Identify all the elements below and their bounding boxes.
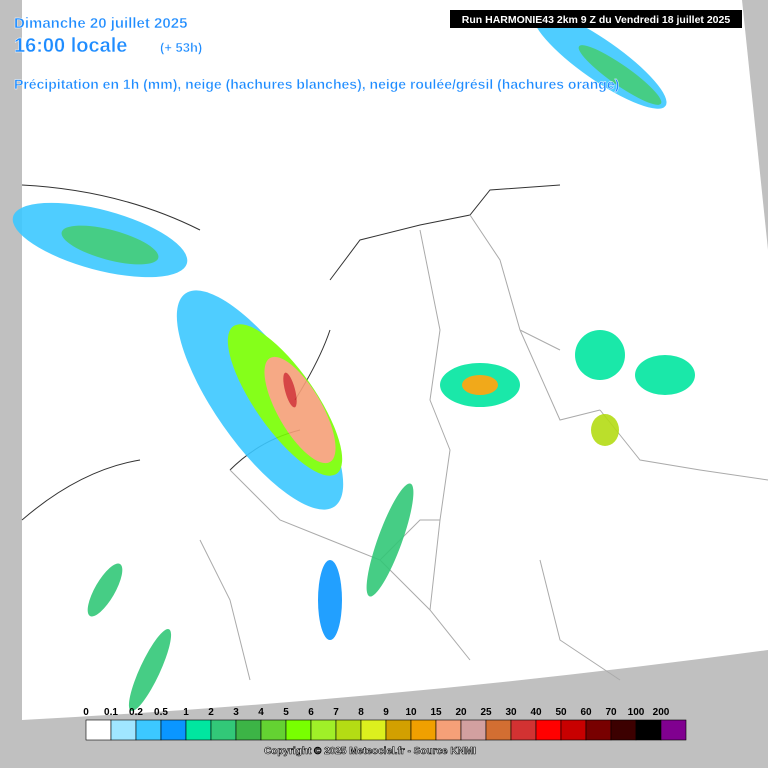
legend-swatch: [285, 719, 312, 741]
legend-swatch: [435, 719, 462, 741]
legend-label: 9: [383, 707, 389, 718]
legend-label: 6: [308, 707, 314, 718]
legend-swatch: [235, 719, 262, 741]
legend-swatch: [210, 719, 237, 741]
date: Dimanche 20 juillet 2025: [14, 15, 187, 32]
precip-area: [283, 372, 297, 408]
legend-label: 20: [455, 707, 467, 718]
legend-label: 0.2: [129, 707, 143, 718]
legend-label: 3: [233, 707, 239, 718]
precip-area: [318, 560, 342, 640]
legend-swatch: [360, 719, 387, 741]
legend-label: 40: [530, 707, 542, 718]
legend-label: 2: [208, 707, 214, 718]
legend-swatch: [485, 719, 512, 741]
legend-swatch: [510, 719, 537, 741]
country-border: [199, 214, 768, 681]
legend-swatch: [260, 719, 287, 741]
legend-label: 30: [505, 707, 517, 718]
legend-swatch: [335, 719, 362, 741]
legend-label: 0: [83, 707, 89, 718]
legend-label: 0.5: [154, 707, 168, 718]
legend-label: 0.1: [104, 707, 118, 718]
borders: [21, 184, 768, 681]
legend-swatch: [535, 719, 562, 741]
legend-swatch: [585, 719, 612, 741]
precip-area: [591, 414, 619, 446]
legend-label: 200: [653, 707, 670, 718]
precip-area: [366, 483, 414, 597]
legend-swatch: [660, 719, 687, 741]
precipitation: [12, 11, 695, 712]
legend-swatch: [110, 719, 137, 741]
lead-time: (+ 53h): [160, 40, 202, 55]
legend-label: 10: [405, 707, 417, 718]
subtitle: Précipitation en 1h (mm), neige (hachure…: [14, 76, 619, 92]
legend-label: 1: [183, 707, 189, 718]
legend-swatch: [310, 719, 337, 741]
precip-area: [575, 330, 625, 380]
time: 16:00 locale: [14, 35, 127, 57]
legend-label: 25: [480, 707, 492, 718]
legend-swatch: [560, 719, 587, 741]
legend: 0 0.1 0.2 0.5 1 2 3 4 5 6 7 8 9 10 15 20 25 30 40 50 60 70 100…: [83, 707, 687, 741]
legend-swatch: [460, 719, 487, 741]
legend-label: 5: [283, 707, 289, 718]
copyright: Copyright © 2025 Meteociel.fr - Source K…: [264, 746, 476, 757]
legend-label: 8: [358, 707, 364, 718]
legend-swatch: [185, 719, 212, 741]
legend-label: 15: [430, 707, 442, 718]
legend-swatch: [635, 719, 662, 741]
map-area: [22, 0, 768, 720]
legend-label: 4: [258, 707, 264, 718]
legend-swatch: [385, 719, 412, 741]
legend-label: 70: [605, 707, 617, 718]
legend-swatch: [410, 719, 437, 741]
precip-area: [61, 225, 159, 265]
precip-area: [635, 355, 695, 395]
legend-swatch: [85, 719, 112, 741]
run-info: Run HARMONIE43 2km 9 Z du Vendredi 18 ju…: [462, 14, 731, 26]
legend-label: 50: [555, 707, 567, 718]
precip-area: [578, 45, 662, 105]
legend-label: 100: [628, 707, 645, 718]
legend-label: 60: [580, 707, 592, 718]
legend-swatch: [610, 719, 637, 741]
run-box: [450, 10, 742, 28]
legend-swatch: [160, 719, 187, 741]
precip-area: [462, 375, 498, 395]
coastline: [21, 184, 561, 521]
precip-area: [87, 563, 123, 617]
precip-area: [264, 356, 336, 464]
precip-area: [128, 628, 172, 712]
legend-label: 7: [333, 707, 339, 718]
legend-swatch: [135, 719, 162, 741]
